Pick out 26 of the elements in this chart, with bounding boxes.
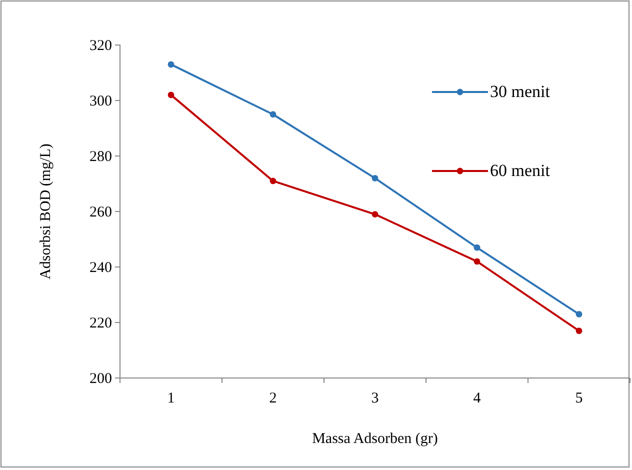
point bbox=[372, 175, 378, 182]
point bbox=[576, 310, 582, 318]
x-axis-title: Massa Adsorben (gr) bbox=[312, 431, 438, 447]
x-tick-label: 3 bbox=[371, 390, 379, 407]
point bbox=[168, 92, 174, 98]
point bbox=[576, 328, 582, 334]
y-axis-title: Adsorbsi BOD (mg/L) bbox=[38, 144, 54, 280]
point bbox=[474, 244, 480, 251]
x-tick-label: 4 bbox=[473, 390, 482, 407]
legend-label: 60 menit bbox=[490, 161, 550, 180]
y-tick-label: 260 bbox=[90, 204, 112, 220]
point bbox=[270, 178, 276, 184]
y-tick-label: 200 bbox=[90, 370, 112, 387]
point bbox=[474, 258, 480, 265]
point bbox=[372, 211, 378, 218]
y-tick-label: 320 bbox=[90, 38, 112, 54]
point bbox=[270, 111, 276, 118]
y-tick-label: 240 bbox=[90, 260, 112, 276]
x-tick-label: 2 bbox=[269, 390, 277, 407]
point bbox=[168, 61, 174, 68]
y-tick-label: 300 bbox=[90, 93, 112, 110]
x-tick-label: 1 bbox=[167, 390, 175, 407]
y-tick-label: 220 bbox=[90, 315, 112, 332]
x-tick-label: 5 bbox=[575, 390, 583, 407]
legend-label: 30 menit bbox=[490, 82, 550, 101]
y-tick-label: 280 bbox=[90, 148, 112, 165]
